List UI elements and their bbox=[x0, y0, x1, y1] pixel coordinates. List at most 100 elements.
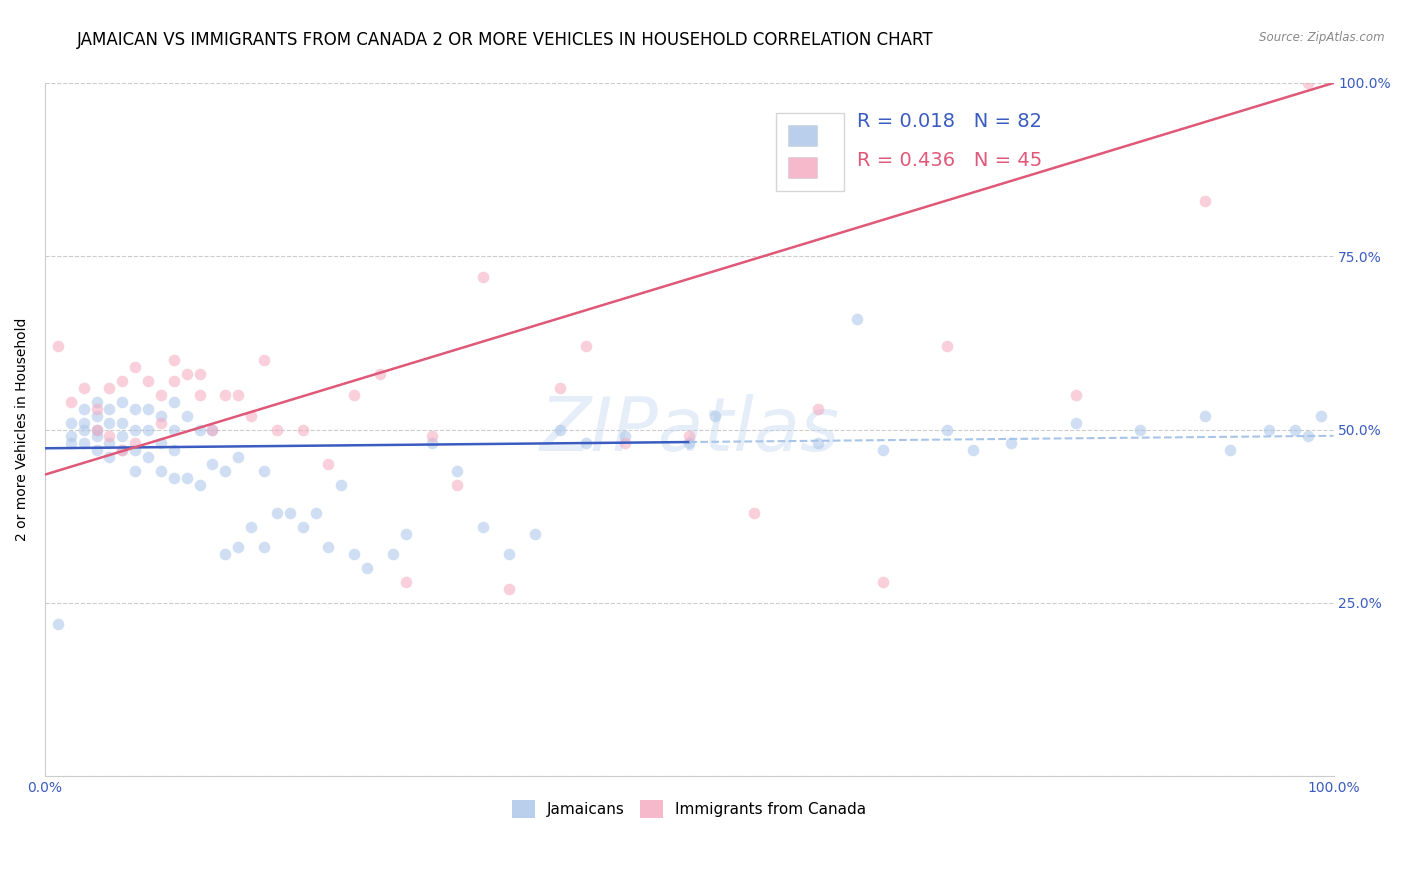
Point bbox=[98, 416, 121, 430]
Point bbox=[214, 547, 236, 561]
Point bbox=[278, 506, 301, 520]
Point bbox=[613, 436, 636, 450]
Point bbox=[472, 519, 495, 533]
Point bbox=[214, 388, 236, 402]
Point bbox=[163, 394, 186, 409]
Point bbox=[1296, 76, 1319, 90]
Point bbox=[72, 423, 94, 437]
Point bbox=[253, 541, 276, 555]
Point bbox=[86, 423, 108, 437]
Point bbox=[72, 401, 94, 416]
Point bbox=[98, 450, 121, 465]
Point bbox=[136, 423, 159, 437]
Point bbox=[872, 575, 894, 590]
Point bbox=[124, 423, 146, 437]
Point bbox=[188, 423, 211, 437]
Legend: Jamaicans, Immigrants from Canada: Jamaicans, Immigrants from Canada bbox=[506, 794, 873, 824]
Point bbox=[1296, 429, 1319, 443]
Point bbox=[201, 457, 224, 471]
Y-axis label: 2 or more Vehicles in Household: 2 or more Vehicles in Household bbox=[15, 318, 30, 541]
Point bbox=[1284, 423, 1306, 437]
Point bbox=[124, 443, 146, 458]
Point bbox=[420, 436, 443, 450]
Point bbox=[163, 423, 186, 437]
Point bbox=[98, 401, 121, 416]
Point bbox=[226, 450, 249, 465]
Point bbox=[46, 616, 69, 631]
Point bbox=[936, 423, 959, 437]
Point bbox=[704, 409, 727, 423]
Text: ZIPatlas: ZIPatlas bbox=[538, 393, 839, 466]
Point bbox=[318, 541, 340, 555]
Point bbox=[550, 381, 572, 395]
Point bbox=[72, 416, 94, 430]
Point bbox=[136, 374, 159, 388]
Point bbox=[163, 471, 186, 485]
Point bbox=[678, 436, 700, 450]
Point bbox=[523, 526, 546, 541]
Point bbox=[240, 409, 263, 423]
Point bbox=[936, 339, 959, 353]
Point bbox=[124, 360, 146, 375]
Point bbox=[472, 270, 495, 285]
Point bbox=[253, 353, 276, 368]
Point bbox=[149, 436, 172, 450]
Point bbox=[253, 464, 276, 478]
Point bbox=[381, 547, 404, 561]
Point bbox=[86, 401, 108, 416]
Point bbox=[240, 519, 263, 533]
Point bbox=[149, 416, 172, 430]
Point bbox=[498, 547, 520, 561]
Point bbox=[59, 436, 82, 450]
Point bbox=[188, 367, 211, 381]
Point bbox=[575, 436, 598, 450]
Point bbox=[98, 436, 121, 450]
Point bbox=[1129, 423, 1152, 437]
Point bbox=[962, 443, 984, 458]
Point bbox=[742, 506, 765, 520]
Point bbox=[86, 394, 108, 409]
Point bbox=[176, 409, 198, 423]
Point bbox=[176, 471, 198, 485]
Point bbox=[1064, 416, 1087, 430]
Point bbox=[149, 409, 172, 423]
Point bbox=[111, 374, 134, 388]
Point bbox=[136, 401, 159, 416]
Point bbox=[59, 416, 82, 430]
Point bbox=[111, 394, 134, 409]
Point bbox=[163, 443, 186, 458]
Point bbox=[1064, 388, 1087, 402]
Point bbox=[1194, 409, 1216, 423]
Point bbox=[395, 526, 418, 541]
Point bbox=[613, 429, 636, 443]
Point bbox=[266, 423, 288, 437]
Point bbox=[1219, 443, 1241, 458]
Text: JAMAICAN VS IMMIGRANTS FROM CANADA 2 OR MORE VEHICLES IN HOUSEHOLD CORRELATION C: JAMAICAN VS IMMIGRANTS FROM CANADA 2 OR … bbox=[77, 31, 934, 49]
Point bbox=[86, 409, 108, 423]
Point bbox=[575, 339, 598, 353]
Point bbox=[163, 374, 186, 388]
Point bbox=[1000, 436, 1022, 450]
Point bbox=[226, 541, 249, 555]
Point bbox=[59, 394, 82, 409]
Point bbox=[98, 381, 121, 395]
Point bbox=[368, 367, 391, 381]
Point bbox=[98, 429, 121, 443]
Point bbox=[111, 443, 134, 458]
Point bbox=[807, 401, 830, 416]
Point bbox=[163, 353, 186, 368]
Point bbox=[188, 478, 211, 492]
Point bbox=[446, 478, 468, 492]
Point bbox=[678, 429, 700, 443]
Point bbox=[201, 423, 224, 437]
Point bbox=[343, 388, 366, 402]
Point bbox=[176, 367, 198, 381]
Point bbox=[420, 429, 443, 443]
Point bbox=[59, 429, 82, 443]
Point bbox=[266, 506, 288, 520]
Point bbox=[395, 575, 418, 590]
Point bbox=[72, 436, 94, 450]
Point bbox=[124, 436, 146, 450]
Point bbox=[291, 423, 314, 437]
Point bbox=[111, 416, 134, 430]
